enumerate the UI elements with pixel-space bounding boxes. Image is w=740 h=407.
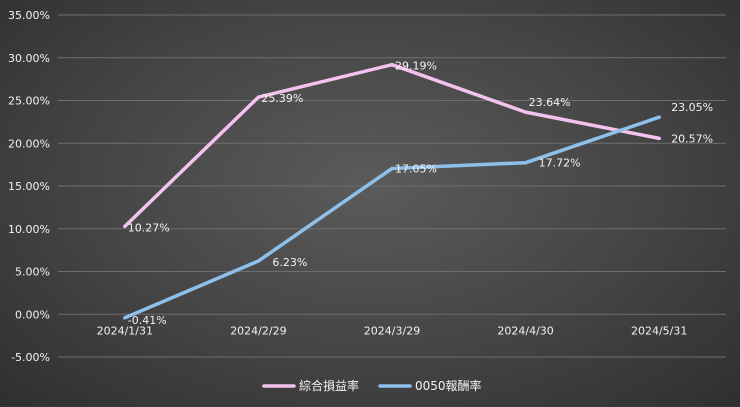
data-label: 20.57%: [671, 132, 713, 145]
data-label: 17.05%: [395, 162, 437, 175]
x-tick-label: 2024/1/31: [97, 324, 153, 337]
data-label: 17.72%: [539, 157, 581, 170]
data-label: 23.05%: [671, 101, 713, 114]
legend: 綜合損益率 0050報酬率: [262, 378, 482, 393]
y-tick-label: 25.00%: [8, 95, 50, 108]
y-tick-label: -5.00%: [11, 351, 50, 364]
x-tick-label: 2024/5/31: [631, 324, 687, 337]
y-tick-label: 15.00%: [8, 180, 50, 193]
data-label: 29.19%: [395, 60, 437, 73]
data-label: 10.27%: [128, 221, 170, 234]
data-labels: 10.27% 25.39% 29.19% 23.64% 20.57% -0.41% 6.23…: [128, 60, 713, 327]
legend-label: 綜合損益率: [299, 378, 359, 393]
y-tick-label: 30.00%: [8, 52, 50, 65]
y-tick-label: 10.00%: [8, 223, 50, 236]
series-lines: [123, 62, 661, 320]
y-axis: 35.00% 30.00% 25.00% 20.00% 15.00% 10.00% 5.00…: [8, 9, 50, 364]
data-label: 23.64%: [529, 96, 571, 109]
data-label: -0.41%: [128, 314, 167, 327]
data-label: 6.23%: [272, 256, 307, 269]
data-label: 25.39%: [261, 92, 303, 105]
y-tick-label: 5.00%: [15, 266, 50, 279]
y-tick-label: 0.00%: [15, 308, 50, 321]
x-tick-label: 2024/3/29: [364, 324, 420, 337]
y-tick-label: 20.00%: [8, 137, 50, 150]
x-tick-label: 2024/2/29: [230, 324, 286, 337]
gridlines: [58, 14, 726, 358]
y-tick-label: 35.00%: [8, 9, 50, 22]
x-tick-label: 2024/4/30: [497, 324, 553, 337]
legend-label: 0050報酬率: [415, 378, 482, 393]
x-axis: 2024/1/31 2024/2/29 2024/3/29 2024/4/30 2024…: [97, 324, 688, 337]
series-line-2: [123, 115, 661, 320]
series-line-1: [123, 62, 661, 229]
